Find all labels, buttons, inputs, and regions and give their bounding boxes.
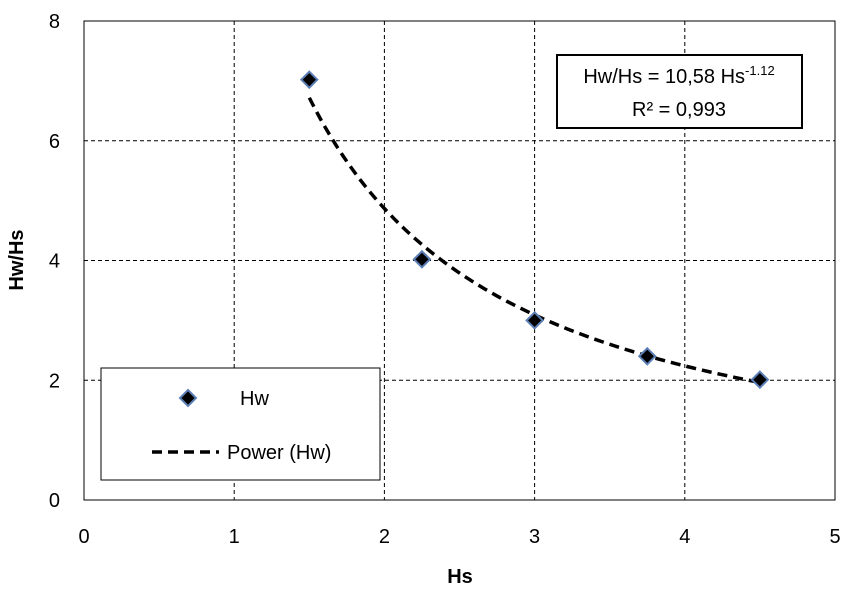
y-tick-label-2: 4 [49, 251, 60, 273]
equation-annotation: Hw/Hs = 10,58 Hs-1.12 R² = 0,993 [556, 54, 803, 129]
data-point-3 [637, 346, 657, 366]
x-ticks: 0 1 2 3 4 5 [78, 526, 840, 548]
legend-label-power: Power (Hw) [227, 442, 331, 464]
power-trendline [307, 96, 761, 385]
legend: Hw Power (Hw) [100, 367, 381, 481]
equation-exponent: -1.12 [745, 63, 775, 78]
equation-main: Hw/Hs = 10,58 Hs [583, 66, 745, 88]
legend-box [100, 367, 381, 481]
x-tick-label-4: 4 [679, 526, 690, 548]
y-ticks: 0 2 4 6 8 [49, 11, 60, 512]
y-tick-label-0: 0 [49, 490, 60, 512]
r-squared-text: R² = 0,993 [632, 99, 726, 121]
y-tick-label-3: 6 [49, 131, 60, 153]
equation-box [556, 54, 803, 129]
y-axis-title: Hw/Hs [6, 229, 28, 290]
data-point-0 [299, 70, 319, 90]
legend-label-hw: Hw [240, 388, 269, 410]
trendline-group [307, 96, 761, 385]
data-point-4 [750, 370, 770, 390]
data-point-2 [525, 310, 545, 330]
x-tick-label-3: 3 [529, 526, 540, 548]
y-tick-label-4: 8 [49, 11, 60, 33]
legend-marker-diamond [178, 388, 198, 408]
x-tick-label-2: 2 [379, 526, 390, 548]
x-tick-label-5: 5 [829, 526, 840, 548]
data-points [299, 70, 770, 390]
x-tick-label-1: 1 [229, 526, 240, 548]
data-point-1 [412, 249, 432, 269]
x-tick-label-0: 0 [78, 526, 89, 548]
x-axis-title: Hs [447, 566, 473, 588]
equation-text: Hw/Hs = 10,58 Hs-1.12 [583, 63, 774, 88]
y-tick-label-1: 2 [49, 370, 60, 392]
